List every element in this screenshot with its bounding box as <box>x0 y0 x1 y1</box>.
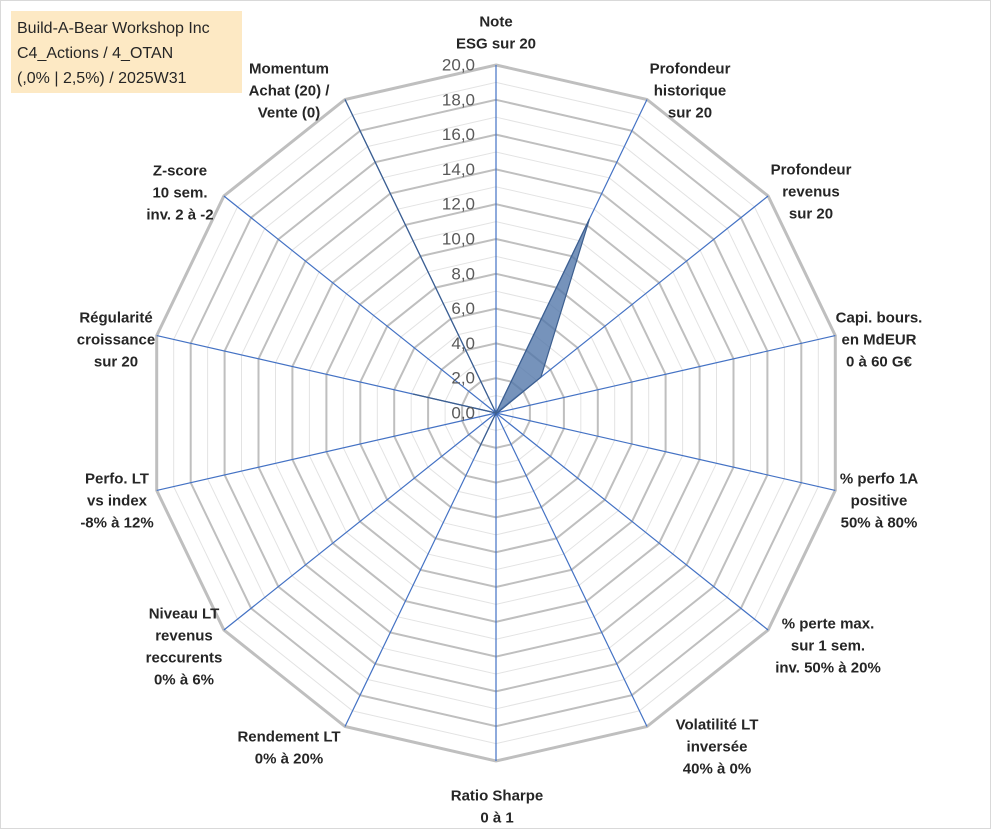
radar-axis-label-line: sur 1 sem. <box>791 637 865 654</box>
chart-title-block: Build-A-Bear Workshop Inc C4_Actions / 4… <box>11 11 242 93</box>
radar-axis-label-line: Z-score <box>153 162 207 179</box>
radar-tick-label: 6,0 <box>451 299 475 318</box>
radar-axis-label-line: inv. 50% à 20% <box>775 659 881 676</box>
radar-tick-label: 14,0 <box>442 160 475 179</box>
radar-axis-label-line: revenus <box>155 627 213 644</box>
radar-tick-label: 10,0 <box>442 229 475 248</box>
radar-axis-label-line: Momentum <box>249 60 329 77</box>
radar-spoke <box>495 412 836 491</box>
radar-axis-label-line: Régularité <box>79 309 152 326</box>
chart-title-line-1: Build-A-Bear Workshop Inc <box>17 20 210 37</box>
chart-title-line-3: (,0% | 2,5%) / 2025W31 <box>17 70 187 87</box>
radar-axis-label-line: 10 sem. <box>152 184 207 201</box>
radar-axis-label-line: inversée <box>687 738 748 755</box>
radar-tick-label: 8,0 <box>451 264 475 283</box>
radar-spoke <box>495 412 648 727</box>
radar-axis-label-line: Volatilité LT <box>676 716 759 733</box>
chart-title-box <box>11 11 242 93</box>
radar-spoke <box>495 335 836 414</box>
radar-axis-label-line: 50% à 80% <box>841 514 918 531</box>
radar-axis-labels: Note ESG sur 20 Profondeur historique sur 20… <box>77 13 923 826</box>
radar-axis-label-line: vs index <box>87 492 148 509</box>
radar-axis-label-line: Profondeur <box>650 60 731 77</box>
radar-axis-label-line: Rendement LT <box>237 728 340 745</box>
radar-axis-label-line: Perfo. LT <box>85 470 149 487</box>
radar-axis-label-line: 0 à 1 <box>480 809 513 826</box>
radar-tick-labels: 0,0 2,0 4,0 6,0 8,0 10,0 12,0 14,0 16,0 18,0 20,0 <box>442 55 475 422</box>
radar-axis-label-line: 0% à 6% <box>154 671 214 688</box>
radar-axis-label-line: sur 20 <box>94 353 138 370</box>
radar-axis-label-line: ESG sur 20 <box>456 35 536 52</box>
chart-title-line-2: C4_Actions / 4_OTAN <box>17 45 173 62</box>
radar-axis-label-line: 0 à 60 G€ <box>846 353 913 370</box>
radar-axis-label-line: croissance <box>77 331 155 348</box>
radar-axis-label-line: sur 20 <box>789 205 833 222</box>
radar-axis-label-line: historique <box>654 82 727 99</box>
radar-tick-label: 0,0 <box>451 403 475 422</box>
radar-tick-label: 12,0 <box>442 195 475 214</box>
radar-series-layer <box>344 99 591 453</box>
radar-axis-label-line: revenus <box>782 183 840 200</box>
radar-tick-label: 16,0 <box>442 125 475 144</box>
radar-axis-label-line: Profondeur <box>771 161 852 178</box>
radar-axis-label-line: 40% à 0% <box>683 760 751 777</box>
radar-spoke <box>344 412 497 727</box>
radar-axis-label-line: % perfo 1A <box>840 470 919 487</box>
radar-tick-label: 20,0 <box>442 55 475 74</box>
radar-axis-label-line: reccurents <box>146 649 223 666</box>
radar-axis-label-line: Capi. bours. <box>836 309 923 326</box>
radar-axis-label-line: Niveau LT <box>149 605 220 622</box>
radar-tick-label: 4,0 <box>451 334 475 353</box>
radar-series-area <box>344 99 591 453</box>
radar-axis-label-line: 0% à 20% <box>255 750 323 767</box>
radar-axis-label-line: Achat (20) / <box>249 82 331 99</box>
radar-spoke <box>156 412 497 491</box>
radar-spoke <box>223 195 497 414</box>
radar-axis-label-line: Note <box>479 13 512 30</box>
radar-axis-label-line: -8% à 12% <box>80 514 153 531</box>
radar-tick-label: 18,0 <box>442 90 475 109</box>
radar-spoke <box>495 412 769 631</box>
radar-axis-label-line: sur 20 <box>668 104 712 121</box>
radar-spoke <box>223 412 497 631</box>
radar-axis-label-line: Ratio Sharpe <box>451 787 544 804</box>
radar-axis-label-line: en MdEUR <box>842 331 917 348</box>
radar-axis-label-line: positive <box>851 492 908 509</box>
radar-axis-label-line: % perte max. <box>782 615 875 632</box>
radar-axis-label-line: Vente (0) <box>258 104 321 121</box>
radar-tick-label: 2,0 <box>451 369 475 388</box>
radar-axis-label-line: inv. 2 à -2 <box>146 206 213 223</box>
